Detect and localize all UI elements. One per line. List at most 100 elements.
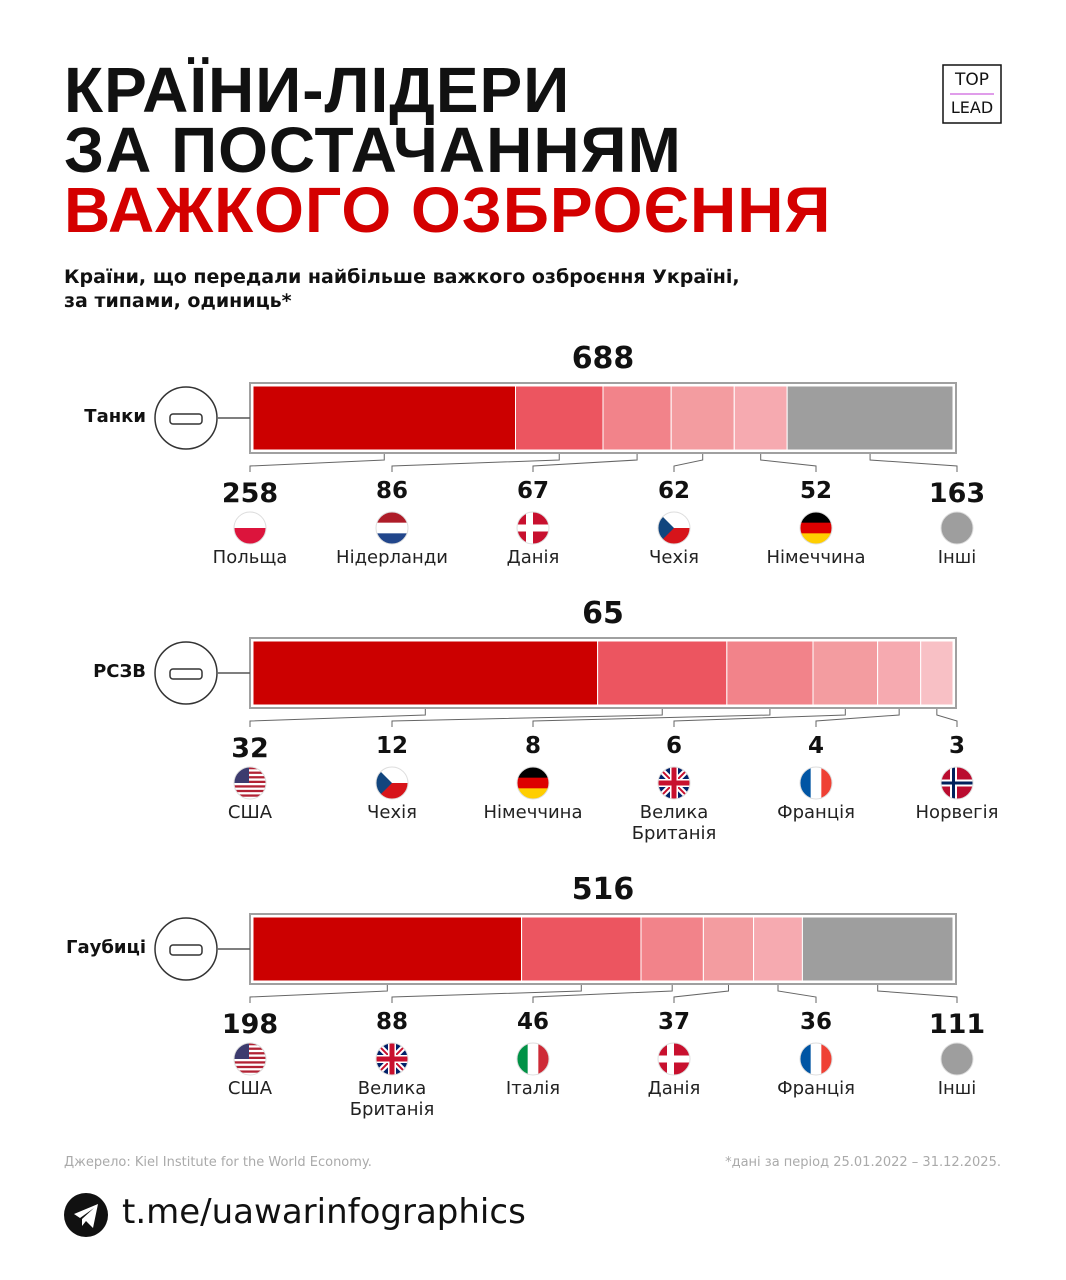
country-name: Норвегія bbox=[915, 802, 999, 823]
flag bbox=[376, 767, 408, 799]
flag-part bbox=[234, 789, 266, 793]
bar-segment bbox=[515, 385, 604, 451]
flag-part bbox=[941, 512, 973, 544]
leader-line bbox=[391, 709, 663, 727]
flag-part bbox=[527, 1043, 539, 1075]
flag bbox=[658, 1043, 690, 1075]
flag bbox=[658, 767, 690, 799]
flag-border bbox=[940, 766, 974, 800]
flag-part bbox=[800, 1043, 812, 1075]
flag-part bbox=[234, 785, 266, 788]
bar-segment bbox=[521, 916, 642, 982]
value-label: 36 bbox=[799, 1009, 832, 1035]
country-name: Данія bbox=[506, 547, 560, 568]
value-label: 8 bbox=[524, 733, 541, 759]
title-line: КРАЇНИ-ЛІДЕРИ bbox=[64, 54, 571, 126]
flag-border bbox=[375, 511, 409, 545]
flag-part bbox=[538, 1043, 549, 1075]
value-label: 258 bbox=[221, 478, 279, 509]
bar-segment bbox=[640, 916, 704, 982]
country-name: Данія bbox=[647, 1078, 701, 1099]
flag-border bbox=[233, 1042, 267, 1076]
value-label: 198 bbox=[221, 1009, 279, 1040]
source: Джерело: Kiel Institute for the World Ec… bbox=[64, 1155, 372, 1170]
flag-border bbox=[516, 511, 550, 545]
total-label: 516 bbox=[571, 872, 635, 907]
flag-part bbox=[517, 777, 549, 789]
leader-line bbox=[391, 454, 560, 472]
flag-border bbox=[657, 766, 691, 800]
channel-link[interactable]: t.me/uawarinfographics bbox=[122, 1192, 526, 1232]
flag bbox=[376, 512, 408, 544]
bar-segment bbox=[252, 385, 516, 451]
flag bbox=[941, 767, 973, 799]
country-name: Інші bbox=[937, 547, 977, 568]
bar-segment bbox=[812, 640, 879, 706]
flag-border bbox=[657, 1042, 691, 1076]
country-name: Велика Британія bbox=[349, 1078, 435, 1120]
flag-border bbox=[657, 511, 691, 545]
type-icon bbox=[154, 917, 218, 981]
leader-line bbox=[877, 985, 958, 1003]
flag bbox=[800, 1043, 832, 1075]
telegram-plane bbox=[74, 1204, 98, 1228]
logo-bottom: LEAD bbox=[950, 98, 994, 117]
bar-segment bbox=[252, 916, 523, 982]
flag-part bbox=[800, 512, 832, 524]
flag bbox=[658, 512, 690, 544]
logo-box bbox=[942, 64, 1002, 124]
flag-part bbox=[376, 522, 408, 534]
value-label: 86 bbox=[375, 478, 408, 504]
bar-segment bbox=[786, 385, 954, 451]
flag-part bbox=[941, 1043, 973, 1075]
subtitle-line: за типами, одиниць* bbox=[64, 290, 292, 312]
type-label: РСЗВ bbox=[93, 661, 146, 682]
flag-part bbox=[234, 1065, 266, 1069]
flag bbox=[800, 767, 832, 799]
flag bbox=[376, 1043, 408, 1075]
value-label: 46 bbox=[516, 1009, 549, 1035]
flag-part bbox=[234, 512, 266, 529]
bar-segment bbox=[252, 640, 599, 706]
flag-part bbox=[376, 533, 408, 544]
flag-border bbox=[940, 511, 974, 545]
flag-part bbox=[234, 1043, 266, 1046]
country-name: Німеччина bbox=[766, 547, 866, 568]
value-label: 12 bbox=[375, 733, 408, 759]
bar-segment bbox=[920, 640, 954, 706]
type-label: Танки bbox=[84, 406, 146, 427]
flag-part bbox=[234, 1047, 266, 1050]
flag-part bbox=[658, 780, 690, 786]
flag-border bbox=[799, 1042, 833, 1076]
leader-line bbox=[777, 985, 817, 1003]
telegram-icon bbox=[64, 1193, 108, 1237]
leader-line bbox=[391, 985, 582, 1003]
value-label: 3 bbox=[948, 733, 965, 759]
country-name: Німеччина bbox=[483, 802, 583, 823]
flag bbox=[517, 1043, 549, 1075]
value-label: 111 bbox=[928, 1009, 986, 1040]
flag bbox=[800, 512, 832, 544]
leader-line bbox=[936, 709, 958, 727]
total-label: 688 bbox=[571, 341, 635, 376]
leader-line bbox=[869, 454, 958, 472]
value-label: 88 bbox=[375, 1009, 408, 1035]
leader-line bbox=[532, 709, 771, 727]
value-label: 32 bbox=[231, 733, 269, 764]
icon-glyph bbox=[169, 668, 203, 680]
leader-line bbox=[532, 985, 673, 1003]
icon-glyph bbox=[169, 944, 203, 956]
flag-part bbox=[234, 794, 266, 797]
flag bbox=[941, 1043, 973, 1075]
flag bbox=[941, 512, 973, 544]
leader-line bbox=[249, 985, 388, 1003]
bar-segment bbox=[753, 916, 803, 982]
country-name: Нідерланди bbox=[336, 547, 448, 568]
icon-glyph bbox=[169, 413, 203, 425]
flag-part bbox=[517, 788, 549, 799]
flag-border bbox=[375, 1042, 409, 1076]
country-name: Чехія bbox=[367, 802, 417, 823]
title-line: ЗА ПОСТАЧАННЯМ bbox=[64, 114, 682, 186]
bar-segment bbox=[726, 640, 814, 706]
